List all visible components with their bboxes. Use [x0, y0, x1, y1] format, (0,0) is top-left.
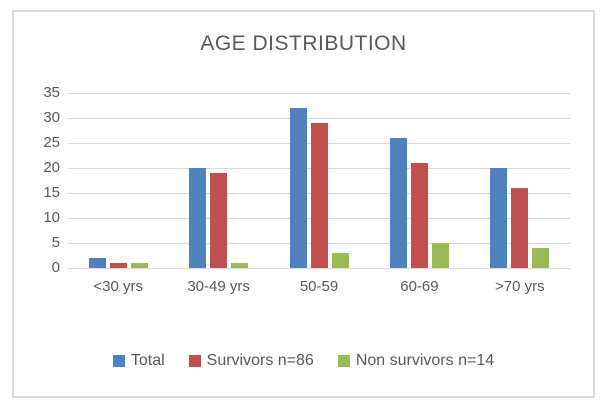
legend-item-total: Total — [112, 352, 165, 370]
bar-group-1 — [68, 93, 168, 268]
bar-total — [189, 168, 207, 268]
gridline — [68, 268, 570, 269]
bar-survivors — [210, 173, 228, 268]
legend-swatch-non-survivors — [337, 355, 350, 367]
bar-survivors — [109, 263, 127, 268]
bar-group-3 — [269, 93, 369, 268]
chart-frame: AGE DISTRIBUTION 0 5 10 15 20 25 30 35 <30 yrs 3… — [12, 10, 595, 398]
x-category-label: >70 yrs — [495, 278, 545, 295]
legend-label: Non survivors n=14 — [355, 352, 495, 369]
legend-swatch-total — [112, 355, 125, 367]
bar-total — [490, 168, 508, 268]
y-tick-label: 20 — [43, 159, 60, 176]
gridline — [68, 118, 570, 119]
bar-survivors — [410, 163, 428, 268]
y-axis: 0 5 10 15 20 25 30 35 — [14, 12, 60, 396]
x-axis: <30 yrs 30-49 yrs 50-59 60-69 >70 yrs — [68, 278, 570, 295]
bar-non-survivors — [532, 248, 550, 268]
plot-area — [68, 93, 570, 269]
bar-total — [88, 258, 106, 268]
y-tick-label: 10 — [43, 209, 60, 226]
bar-total — [389, 138, 407, 268]
legend-label: Total — [130, 352, 165, 369]
x-category-label: 50-59 — [299, 278, 339, 295]
bar-group-4 — [369, 93, 469, 268]
bar-non-survivors — [431, 243, 449, 268]
legend: Total Survivors n=86 Non survivors n=14 — [14, 352, 593, 370]
bar-survivors — [310, 123, 328, 268]
y-tick-label: 5 — [51, 234, 60, 251]
legend-item-survivors: Survivors n=86 — [188, 352, 314, 370]
chart-title: AGE DISTRIBUTION — [200, 32, 407, 55]
legend-swatch-survivors — [188, 355, 201, 367]
gridline — [68, 93, 570, 94]
y-tick-label: 30 — [43, 109, 60, 126]
x-category-label: <30 yrs — [93, 278, 143, 295]
legend-item-non-survivors: Non survivors n=14 — [337, 352, 495, 370]
bar-group-2 — [168, 93, 268, 268]
legend-label: Survivors n=86 — [206, 352, 314, 369]
y-tick-label: 15 — [43, 184, 60, 201]
bar-groups — [68, 93, 570, 268]
bar-non-survivors — [331, 253, 349, 268]
bar-survivors — [511, 188, 529, 268]
y-tick-label: 25 — [43, 134, 60, 151]
y-tick-label: 35 — [43, 84, 60, 101]
y-tick-label: 0 — [51, 259, 60, 276]
bar-non-survivors — [130, 263, 148, 268]
x-category-label: 30-49 yrs — [187, 278, 250, 295]
bar-group-5 — [470, 93, 570, 268]
bar-non-survivors — [231, 263, 249, 268]
bar-total — [289, 108, 307, 268]
x-category-label: 60-69 — [400, 278, 439, 295]
